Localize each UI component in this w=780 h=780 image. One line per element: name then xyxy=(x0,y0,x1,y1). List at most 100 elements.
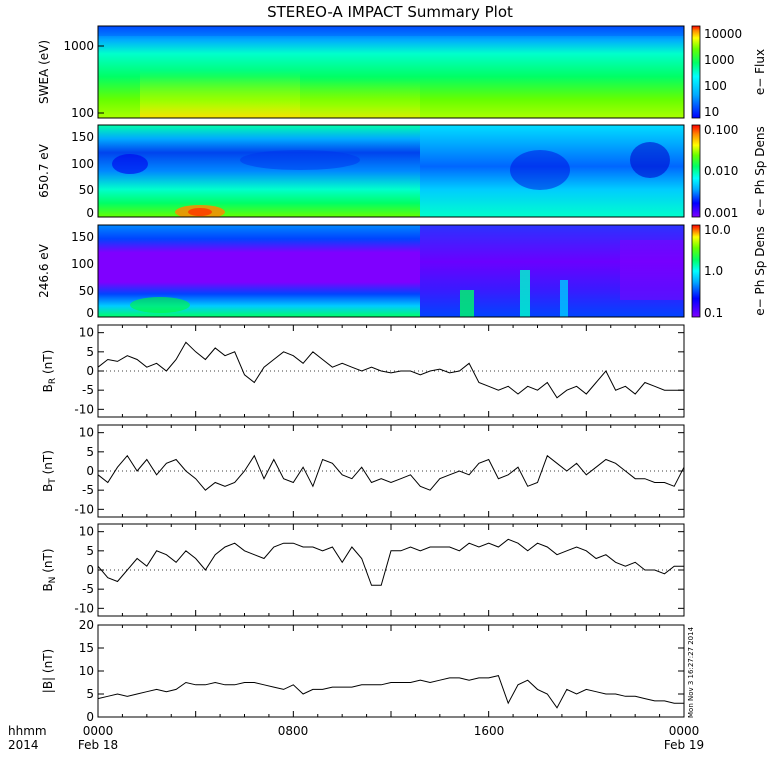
bn-ylabel-unit: (nT) xyxy=(41,548,55,576)
pad246-cbar-label: e− Ph Sp Dens xyxy=(753,226,767,315)
pad650-hotspot-core xyxy=(188,208,212,216)
br-series-line xyxy=(97,341,684,399)
br-frame xyxy=(97,324,685,418)
pad650-ytick-150: 150 xyxy=(71,130,94,144)
time-axis-0800: 0800 xyxy=(278,724,309,738)
pad650-frame xyxy=(97,124,685,218)
pad246-ytick-150: 150 xyxy=(71,230,94,244)
br-ytick-3: -5 xyxy=(82,383,94,397)
pad650-dip-3 xyxy=(510,150,570,190)
bmag-ytick-1: 15 xyxy=(79,641,94,655)
bn-ytick-0: 10 xyxy=(79,525,94,539)
pad246-panel: 150 100 50 0 246.6 eV 10.0 1.0 0.1 e− Ph… xyxy=(37,223,767,320)
time-axis-date-start: Feb 18 xyxy=(78,738,118,752)
swea-ylabel: SWEA (eV) xyxy=(37,40,51,104)
pad246-green-band xyxy=(130,297,190,313)
bmag-ytick-2: 10 xyxy=(79,664,94,678)
time-axis-date-end: Feb 19 xyxy=(664,738,704,752)
pad650-ytick-0: 0 xyxy=(86,206,94,220)
time-axis-year: 2014 xyxy=(8,738,39,752)
bmag-ytick-0: 20 xyxy=(79,618,94,632)
pad650-ytick-100: 100 xyxy=(71,157,94,171)
bmag-series-line xyxy=(97,675,684,709)
pad650-cbar-label: e− Ph Sp Dens xyxy=(753,126,767,215)
swea-hot-region-2 xyxy=(300,80,420,118)
bn-ytick-3: -5 xyxy=(82,582,94,596)
swea-frame xyxy=(97,25,685,119)
br-ylabel-unit: (nT) xyxy=(41,350,55,378)
pad650-ylabel: 650.7 eV xyxy=(37,143,51,198)
bt-ytick-3: -5 xyxy=(82,483,94,497)
pad246-ytick-100: 100 xyxy=(71,257,94,271)
pad246-ytick-0: 0 xyxy=(86,306,94,320)
swea-cbar-tick-10: 10 xyxy=(704,105,719,119)
swea-colorbar xyxy=(691,25,701,119)
pad246-colorbar xyxy=(691,224,701,318)
pad650-cbar-tick-0001: 0.001 xyxy=(704,206,738,220)
pad650-cbar-tick-0010: 0.010 xyxy=(704,164,738,178)
pad650-dip-4 xyxy=(630,142,670,178)
bn-ytick-2: 0 xyxy=(86,563,94,577)
br-ylabel-main: B xyxy=(41,384,55,392)
pad650-ytick-50: 50 xyxy=(79,183,94,197)
swea-cbar-tick-100: 100 xyxy=(704,79,727,93)
pad650-panel: 150 100 50 0 650.7 eV 0.100 0.010 0.001 … xyxy=(37,123,767,220)
bt-ytick-2: 0 xyxy=(86,464,94,478)
pad650-colorbar xyxy=(691,124,701,218)
br-ylabel-sub: R xyxy=(48,378,58,384)
bn-panel: 10 5 0 -5 -10 BN (nT) xyxy=(41,523,685,617)
swea-high-energy-band xyxy=(98,26,684,36)
time-axis-0000-start: 0000 xyxy=(83,724,114,738)
swea-cbar-tick-10000: 10000 xyxy=(704,27,742,41)
swea-cbar-tick-1000: 1000 xyxy=(704,53,735,67)
bt-ylabel-main: B xyxy=(41,484,55,492)
pad650-dip-2 xyxy=(240,150,360,170)
pad246-purple-block xyxy=(620,240,684,300)
bmag-frame xyxy=(97,624,685,718)
br-panel: 10 5 0 -5 -10 BR (nT) xyxy=(41,324,685,418)
bt-ylabel-unit: (nT) xyxy=(41,450,55,478)
bt-ytick-0: 10 xyxy=(79,426,94,440)
pad246-streak-2 xyxy=(520,270,530,317)
pad246-cbar-tick-10: 10.0 xyxy=(704,223,731,237)
pad246-streak-1 xyxy=(460,290,474,317)
bmag-ytick-4: 0 xyxy=(86,710,94,724)
bmag-ylabel: |B| (nT) xyxy=(41,649,55,693)
bn-ylabel-main: B xyxy=(41,583,55,591)
bn-ytick-4: -10 xyxy=(74,601,94,615)
swea-ytick-100: 100 xyxy=(71,106,94,120)
bn-ylabel-sub: N xyxy=(48,577,58,584)
swea-hot-region xyxy=(140,70,300,118)
bt-series-line xyxy=(97,454,685,491)
bmag-panel: 20 15 10 5 0 |B| (nT) xyxy=(41,618,685,724)
br-ytick-0: 10 xyxy=(79,326,94,340)
bt-ylabel-sub: T xyxy=(48,478,58,485)
pad246-cbar-tick-01: 0.1 xyxy=(704,306,723,320)
time-axis-1600: 1600 xyxy=(474,724,505,738)
pad246-cbar-tick-1: 1.0 xyxy=(704,264,723,278)
swea-panel: 1000 100 SWEA (eV) 10000 1000 100 10 e− … xyxy=(37,25,767,120)
pad246-ylabel: 246.6 eV xyxy=(37,243,51,298)
br-ytick-1: 5 xyxy=(86,345,94,359)
time-axis-hhmm: hhmm xyxy=(8,724,47,738)
bmag-ytick-3: 5 xyxy=(86,687,94,701)
bt-ylabel: BT (nT) xyxy=(41,450,58,492)
br-ylabel: BR (nT) xyxy=(41,350,58,393)
bn-series-line xyxy=(97,538,684,586)
chart-title: STEREO-A IMPACT Summary Plot xyxy=(267,3,513,21)
br-ytick-2: 0 xyxy=(86,364,94,378)
swea-cbar-label: e− Flux xyxy=(753,49,767,95)
pad246-frame xyxy=(97,224,685,318)
pad246-ytick-50: 50 xyxy=(79,284,94,298)
swea-ytick-1000: 1000 xyxy=(63,39,94,53)
bt-panel: 10 5 0 -5 -10 BT (nT) xyxy=(41,424,685,518)
pad246-streak-3 xyxy=(560,280,568,317)
pad650-dip-1 xyxy=(112,154,148,174)
bn-ylabel: BN (nT) xyxy=(41,548,58,591)
time-axis-0000-end: 0000 xyxy=(669,724,700,738)
bn-frame xyxy=(97,523,685,617)
pad650-cbar-tick-0100: 0.100 xyxy=(704,123,738,137)
br-ytick-4: -10 xyxy=(74,402,94,416)
